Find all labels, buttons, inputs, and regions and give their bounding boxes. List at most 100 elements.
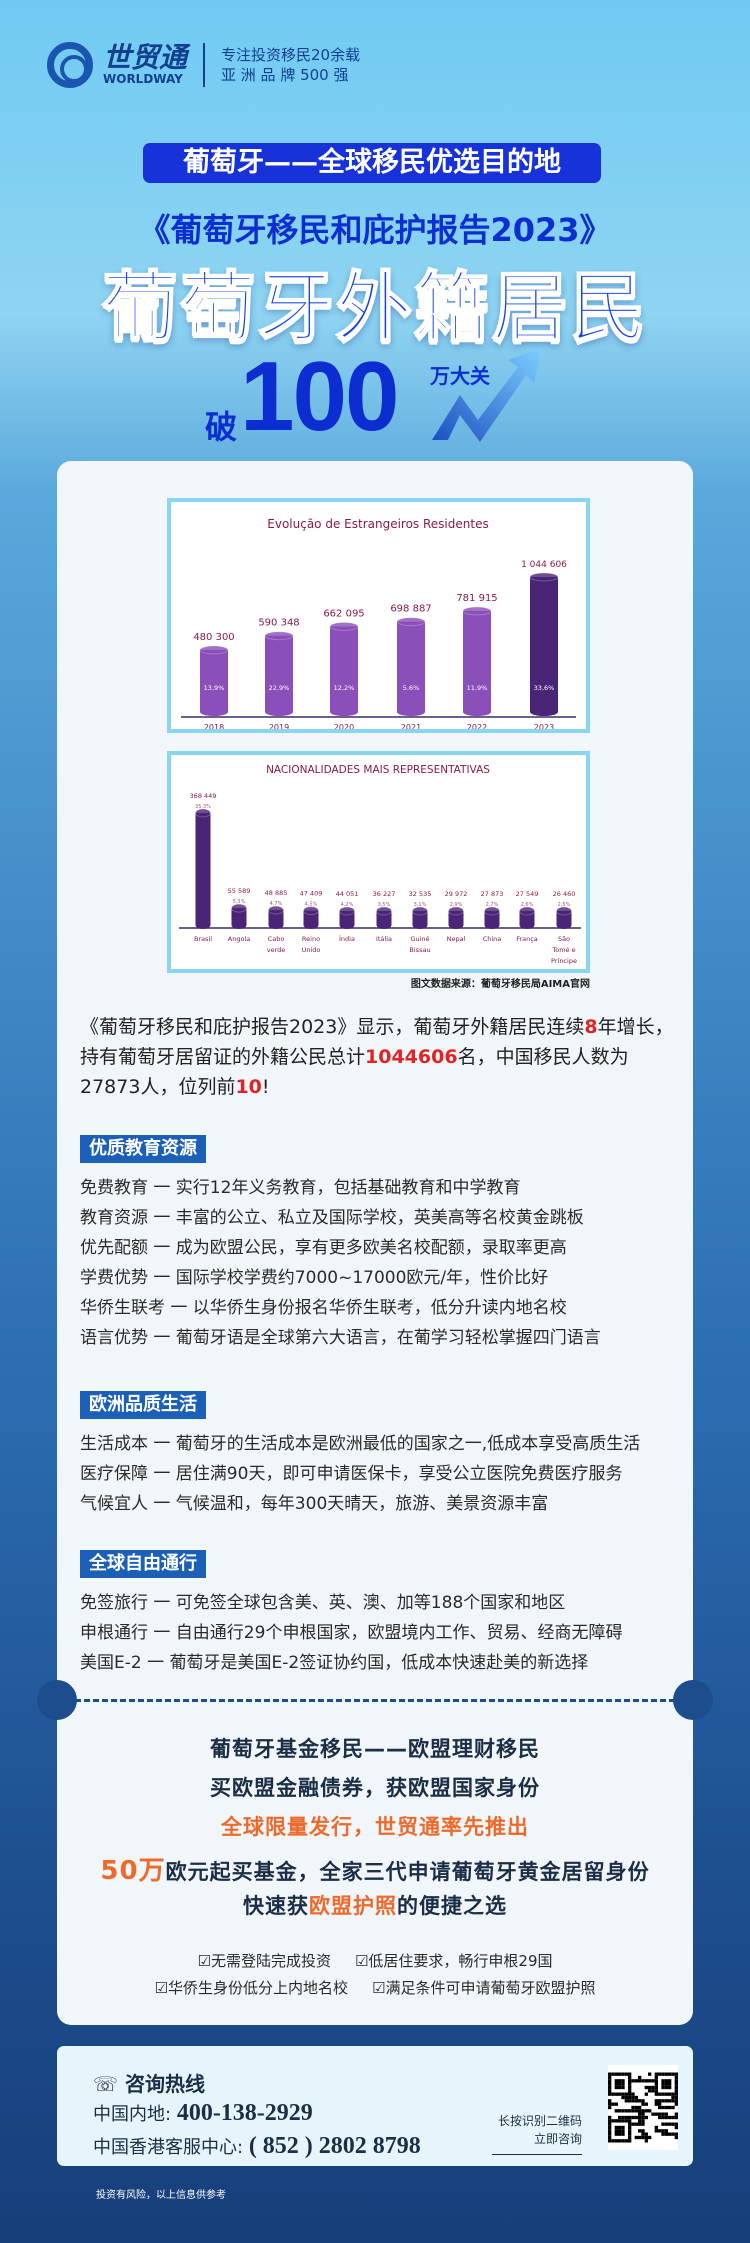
- qr-module: [661, 2079, 665, 2083]
- qr-module: [608, 2079, 612, 2083]
- share-label: 4,5%: [305, 902, 318, 908]
- qr-module: [638, 2115, 642, 2120]
- growth-label: 33,6%: [534, 684, 555, 692]
- qr-code[interactable]: [608, 2065, 678, 2150]
- qr-module: [624, 2139, 628, 2143]
- bar-top: [195, 808, 211, 818]
- qr-module: [671, 2105, 675, 2110]
- bar-base: [530, 708, 558, 716]
- qr-module: [638, 2129, 642, 2133]
- country-label: São: [558, 935, 570, 943]
- qr-module: [608, 2072, 612, 2076]
- bar-base: [448, 921, 464, 929]
- country-label: Príncipe: [551, 957, 577, 965]
- value-label: 26 460: [553, 890, 576, 898]
- qr-module: [648, 2072, 652, 2076]
- qr-module: [628, 2099, 632, 2103]
- feature-line: 华侨生联考 一 以华侨生身份报名华侨生联考，低分升读内地名校: [80, 1298, 567, 1318]
- qr-module: [671, 2099, 675, 2103]
- qr-module: [664, 2079, 668, 2083]
- country-label: França: [516, 935, 538, 943]
- qr-module: [654, 2112, 658, 2116]
- text: 快速获: [243, 1894, 309, 1918]
- hero-suffix: 万大关: [430, 364, 490, 388]
- qr-module: [668, 2105, 672, 2110]
- bar-base: [376, 921, 392, 929]
- feature-line: 学费优势 一 国际学校学费约7000~17000欧元/年，性价比好: [80, 1268, 549, 1288]
- qr-module: [638, 2109, 642, 2113]
- feature-line: 医疗保障 一 居住满90天，即可申请医保卡，享受公立医院免费医疗服务: [80, 1464, 623, 1484]
- bar-top: [529, 572, 559, 582]
- phone-number[interactable]: ( 852 ) 2802 8798: [248, 2133, 421, 2159]
- value-label: 698 887: [390, 604, 431, 615]
- qr-module: [628, 2075, 632, 2080]
- phone-number[interactable]: 400-138-2929: [176, 2100, 313, 2126]
- qr-module: [664, 2105, 668, 2110]
- qr-module: [624, 2109, 628, 2113]
- qr-module: [674, 2072, 678, 2076]
- bar: [268, 910, 284, 925]
- bar: [448, 911, 464, 925]
- qr-module: [658, 2112, 662, 2116]
- bar: [303, 910, 319, 925]
- feature-line: 申根通行 一 自由通行29个申根国家，欧盟境内工作、贸易、经商无障碍: [80, 1623, 623, 1643]
- qr-module: [614, 2102, 618, 2106]
- qr-module: [674, 2085, 678, 2090]
- qr-module: [621, 2085, 625, 2090]
- year-label: 2021: [401, 723, 421, 729]
- qr-module: [674, 2089, 678, 2093]
- value-label: 1 044 606: [521, 560, 567, 570]
- qr-module: [641, 2129, 645, 2133]
- qr-module: [661, 2122, 665, 2126]
- qr-module: [621, 2092, 625, 2096]
- country-label: Itália: [376, 935, 392, 943]
- qr-module: [664, 2072, 668, 2076]
- qr-module: [614, 2132, 618, 2136]
- qr-module: [628, 2089, 632, 2093]
- tagline-line: 专注投资移民20余载: [221, 46, 361, 64]
- bar-top: [339, 906, 355, 916]
- bar-top: [519, 906, 535, 916]
- bar-base: [463, 708, 491, 716]
- qr-module: [621, 2129, 625, 2133]
- share-label: 2,6%: [521, 902, 534, 908]
- mainland-hotline[interactable]: 中国内地: 400-138-2929: [93, 2100, 313, 2127]
- qr-module: [614, 2125, 618, 2130]
- feature-line: 生活成本 一 葡萄牙的生活成本是欧洲最低的国家之一,低成本享受高质生活: [80, 1434, 641, 1454]
- qr-module: [664, 2129, 668, 2133]
- qr-module: [638, 2099, 642, 2103]
- qr-module: [661, 2129, 665, 2133]
- qr-module: [664, 2099, 668, 2103]
- qr-module: [674, 2132, 678, 2136]
- qr-module: [664, 2122, 668, 2126]
- qr-module: [618, 2072, 622, 2076]
- bar-base: [412, 921, 428, 929]
- contact-title: ☏ 咨询热线: [93, 2068, 205, 2097]
- qr-module: [674, 2135, 678, 2140]
- qr-module: [614, 2139, 618, 2143]
- value-label: 27 549: [516, 890, 539, 898]
- value-label: 480 300: [193, 632, 234, 643]
- growth-label: 13,9%: [204, 684, 225, 692]
- qr-module: [628, 2095, 632, 2100]
- logo-icon: [47, 42, 93, 88]
- qr-module: [631, 2105, 635, 2110]
- share-label: 2,7%: [486, 902, 499, 908]
- bar: [200, 649, 228, 712]
- qr-module: [651, 2085, 655, 2090]
- qr-module: [608, 2115, 612, 2120]
- country-label: Unido: [302, 946, 321, 954]
- qr-module: [651, 2112, 655, 2116]
- qr-module: [618, 2079, 622, 2083]
- hk-hotline[interactable]: 中国香港客服中心: ( 852 ) 2802 8798: [93, 2133, 421, 2160]
- qr-module: [628, 2082, 632, 2086]
- share-label: 2,9%: [450, 902, 463, 908]
- divider: [203, 43, 206, 87]
- bar-base: [519, 921, 535, 929]
- qr-module: [644, 2085, 648, 2090]
- qr-module: [654, 2092, 658, 2096]
- qr-module: [638, 2135, 642, 2140]
- qr-module: [661, 2112, 665, 2116]
- qr-module: [664, 2082, 668, 2086]
- qr-module: [664, 2132, 668, 2136]
